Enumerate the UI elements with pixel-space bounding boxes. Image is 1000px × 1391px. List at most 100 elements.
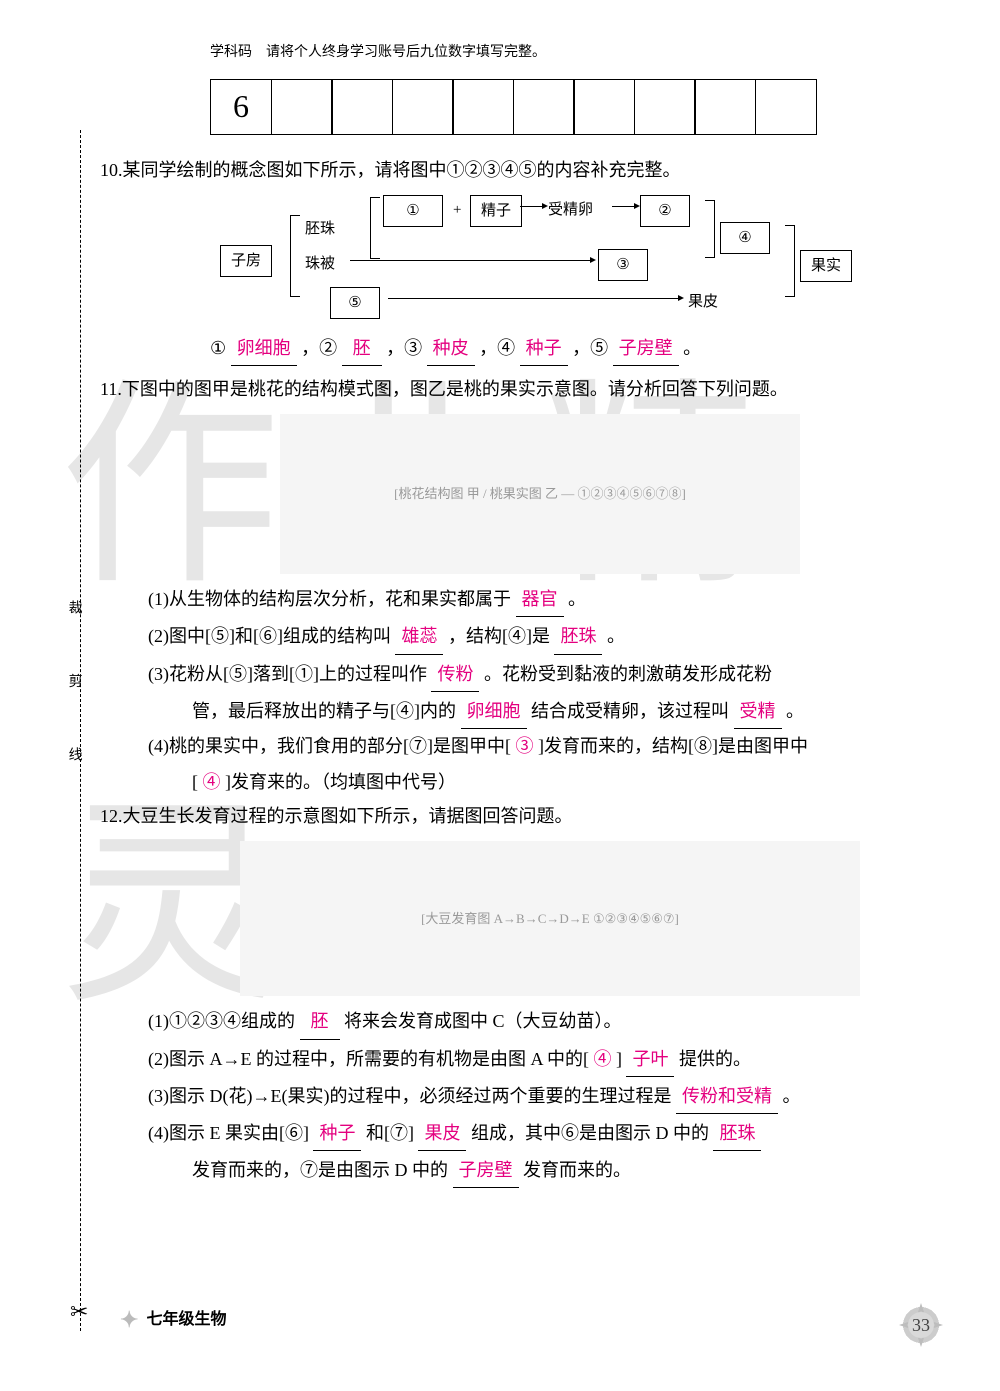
- scissors-icon: ✂: [70, 1291, 88, 1333]
- ans-12-2b: 子叶: [626, 1042, 674, 1077]
- ans-11-4a: ③: [515, 736, 533, 756]
- digit-box[interactable]: [331, 79, 393, 135]
- text: 。花粉受到黏液的刺激萌发形成花粉: [484, 664, 772, 684]
- arrow: [388, 298, 678, 299]
- text: 。: [568, 589, 586, 609]
- q12-text: 大豆生长发育过程的示意图如下所示，请据图回答问题。: [123, 806, 573, 826]
- ans-10-3: 种皮: [427, 331, 475, 366]
- node-jingzi: 精子: [470, 195, 522, 228]
- text: (2)图示 A→E 的过程中，所需要的有机物是由图 A 中的[: [148, 1049, 589, 1069]
- q12-sub3: (3)图示 D(花)→E(果实)的过程中，必须经过两个重要的生理过程是 传粉和受…: [100, 1079, 930, 1114]
- text: (2)图中[⑤]和[⑥]组成的结构叫: [148, 626, 391, 646]
- text: 组成，其中⑥是由图示 D 中的: [471, 1123, 709, 1143]
- text: (4)桃的果实中，我们食用的部分[⑦]是图甲中[: [148, 736, 511, 756]
- question-10: 10.某同学绘制的概念图如下所示，请将图中①②③④⑤的内容补充完整。: [100, 153, 930, 187]
- text: 管，最后释放出的精子与[④]内的: [192, 701, 456, 721]
- ans-10-1: 卵细胞: [231, 331, 297, 366]
- node-2: ②: [640, 195, 690, 228]
- node-guoshi: 果实: [800, 250, 852, 283]
- digit-box[interactable]: [271, 79, 333, 135]
- text: (3)图示 D(花)→E(果实)的过程中，必须经过两个重要的生理过程是: [148, 1086, 671, 1106]
- digit-box[interactable]: [392, 79, 454, 135]
- header-note: 请将个人终身学习账号后九位数字填写完整。: [266, 40, 546, 67]
- subject-code-box: 6: [210, 79, 272, 135]
- arrow: [520, 206, 542, 207]
- bracket-peizhu: [370, 197, 380, 259]
- footer: ✦ 七年级生物: [120, 1299, 226, 1341]
- text: [: [192, 772, 198, 792]
- ans-12-2a: ④: [593, 1049, 611, 1069]
- digit-box[interactable]: [452, 79, 514, 135]
- arrow: [612, 206, 634, 207]
- ans-11-1: 器官: [516, 582, 564, 617]
- label-2: ，②: [301, 338, 337, 358]
- text: (1)从生物体的结构层次分析，花和果实都属于: [148, 589, 511, 609]
- question-12: 12.大豆生长发育过程的示意图如下所示，请据图回答问题。: [100, 799, 930, 833]
- q11-sub1: (1)从生物体的结构层次分析，花和果实都属于 器官 。: [100, 582, 930, 617]
- figure-placeholder: [桃花结构图 甲 / 桃果实图 乙 — ①②③④⑤⑥⑦⑧]: [394, 482, 686, 507]
- q11-figure: [桃花结构图 甲 / 桃果实图 乙 — ①②③④⑤⑥⑦⑧]: [280, 414, 800, 574]
- text: ，结构[④]是: [448, 626, 550, 646]
- arrow: [350, 260, 590, 261]
- node-5: ⑤: [330, 287, 380, 320]
- digit-box[interactable]: [573, 79, 635, 135]
- figure-placeholder: [大豆发育图 A→B→C→D→E ①②③④⑤⑥⑦]: [421, 907, 679, 932]
- node-zifang: 子房: [220, 245, 272, 278]
- ans-12-4c: 胚珠: [713, 1116, 761, 1151]
- ans-12-4b: 果皮: [418, 1116, 466, 1151]
- node-zhubei: 珠被: [305, 250, 335, 279]
- node-4: ④: [720, 222, 770, 255]
- q12-sub4-line2: 发育而来的，⑦是由图示 D 中的 子房壁 发育而来的。: [100, 1153, 930, 1188]
- text: 。: [607, 626, 625, 646]
- text: 。: [786, 701, 804, 721]
- ans-10-2: 胚: [342, 331, 382, 366]
- period: 。: [683, 338, 701, 358]
- subject-code-label: 学科码: [210, 40, 252, 67]
- text: ]发育来的。（均填图中代号）: [225, 772, 456, 792]
- q11-sub3: (3)花粉从[⑤]落到[①]上的过程叫作 传粉 。花粉受到黏液的刺激萌发形成花粉: [100, 657, 930, 692]
- account-number-boxes: 6: [210, 79, 930, 135]
- text: 提供的。: [679, 1049, 751, 1069]
- digit-box[interactable]: [755, 79, 817, 135]
- bracket-4: [705, 200, 715, 258]
- q11-sub4: (4)桃的果实中，我们食用的部分[⑦]是图甲中[ ③ ]发育而来的，结构[⑧]是…: [100, 729, 930, 763]
- node-shoujingluan: 受精卵: [548, 196, 593, 225]
- text: ]发育而来的，结构[⑧]是由图甲中: [538, 736, 808, 756]
- text: 发育而来的。: [523, 1160, 631, 1180]
- question-11: 11.下图中的图甲是桃花的结构模式图，图乙是桃的果实示意图。请分析回答下列问题。: [100, 372, 930, 406]
- q11-number: 11.: [100, 379, 122, 399]
- q11-sub4-line2: [ ④ ]发育来的。（均填图中代号）: [100, 765, 930, 799]
- ans-12-1: 胚: [300, 1004, 340, 1039]
- ans-11-3c: 受精: [734, 694, 782, 729]
- digit-box[interactable]: [513, 79, 575, 135]
- ans-11-3a: 传粉: [431, 657, 479, 692]
- digit-box[interactable]: [634, 79, 696, 135]
- label-1: ①: [210, 338, 226, 358]
- ans-11-3b: 卵细胞: [461, 694, 527, 729]
- text: 。: [782, 1086, 800, 1106]
- ans-11-2b: 胚珠: [554, 619, 602, 654]
- text: (3)花粉从[⑤]落到[①]上的过程叫作: [148, 664, 427, 684]
- q10-answers: ① 卵细胞 ，② 胚 ，③ 种皮 ，④ 种子 ，⑤ 子房壁 。: [100, 331, 930, 366]
- q11-text: 下图中的图甲是桃花的结构模式图，图乙是桃的果实示意图。请分析回答下列问题。: [122, 379, 788, 399]
- label-4: ，④: [479, 338, 515, 358]
- text: 将来会发育成图中 C（大豆幼苗）。: [344, 1011, 622, 1031]
- node-guopi: 果皮: [688, 288, 718, 317]
- q12-figure: [大豆发育图 A→B→C→D→E ①②③④⑤⑥⑦]: [240, 841, 860, 996]
- digit-box[interactable]: [694, 79, 756, 135]
- ans-10-4: 种子: [520, 331, 568, 366]
- ans-12-4d: 子房壁: [453, 1153, 519, 1188]
- text: (4)图示 E 果实由[⑥]: [148, 1123, 309, 1143]
- text: 结合成受精卵，该过程叫: [531, 701, 729, 721]
- q10-number: 10.: [100, 160, 123, 180]
- bracket-guoshi: [785, 225, 795, 297]
- q11-sub3-line2: 管，最后释放出的精子与[④]内的 卵细胞 结合成受精卵，该过程叫 受精 。: [100, 694, 930, 729]
- node-3: ③: [598, 249, 648, 282]
- ans-10-5: 子房壁: [613, 331, 679, 366]
- q12-sub4: (4)图示 E 果实由[⑥] 种子 和[⑦] 果皮 组成，其中⑥是由图示 D 中…: [100, 1116, 930, 1151]
- text: 和[⑦]: [366, 1123, 414, 1143]
- ans-11-4b: ④: [203, 772, 221, 792]
- text: (1)①②③④组成的: [148, 1011, 295, 1031]
- ans-11-2a: 雄蕊: [395, 619, 443, 654]
- footer-grade: 七年级生物: [146, 1305, 226, 1335]
